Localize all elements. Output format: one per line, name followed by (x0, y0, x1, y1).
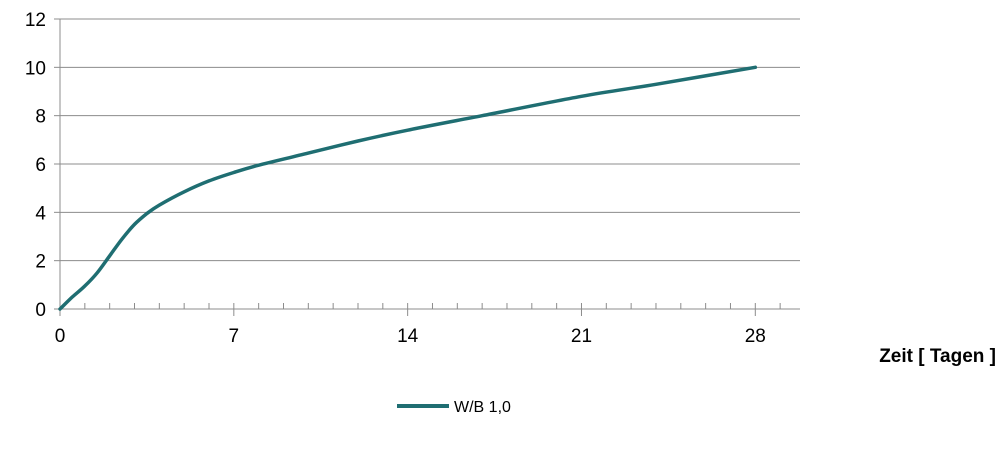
x-tick-label-0: 0 (55, 326, 66, 347)
gridlines (60, 18, 800, 262)
legend: W/B 1,0 (397, 399, 511, 416)
axes (54, 18, 800, 316)
y-tick-label-2: 2 (35, 252, 46, 273)
x-tick-label-14: 14 (397, 326, 419, 347)
y-tick-label-8: 8 (35, 107, 46, 128)
x-tick-label-28: 28 (745, 326, 766, 347)
y-tick-label-12: 12 (25, 10, 46, 31)
series-line-0 (58, 65, 758, 311)
y-tick-label-0: 0 (35, 300, 46, 321)
series-layer (58, 65, 758, 311)
y-tick-label-10: 10 (25, 58, 46, 79)
y-tick-label-4: 4 (35, 203, 46, 224)
y-tick-label-6: 6 (35, 155, 46, 176)
x-tick-label-7: 7 (229, 326, 240, 347)
legend-label: W/B 1,0 (454, 399, 511, 416)
x-axis-title: Zeit [ Tagen ] (879, 346, 996, 367)
x-tick-label-21: 21 (571, 326, 592, 347)
tick-labels: 0 2 4 6 8 10 12 0 7 14 21 28 (25, 10, 766, 347)
